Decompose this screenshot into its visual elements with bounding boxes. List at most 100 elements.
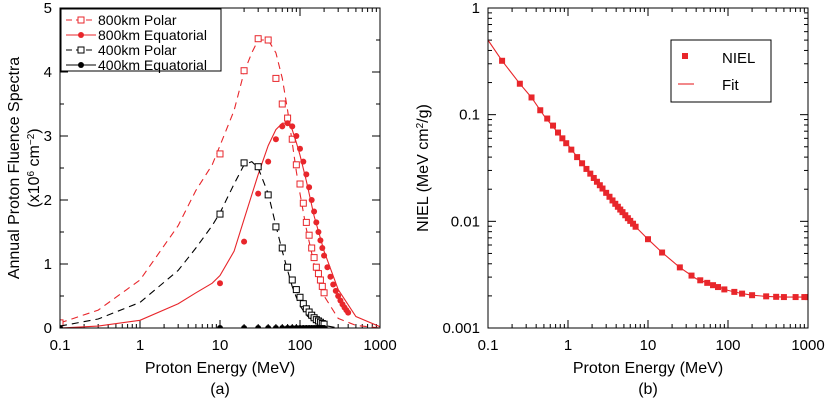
x-tick-label: 10 [640,337,657,354]
plot-frame [59,7,381,329]
data-point [296,293,304,301]
data-point [332,287,339,294]
data-point [60,325,63,328]
data-point [272,223,280,231]
legend-label: 400km Equatorial [98,57,207,73]
data-point [265,325,272,328]
y-tick-label: 0.1 [459,107,480,124]
data-point [217,325,223,328]
y-tick-label: 5 [44,0,52,17]
x-tick-label: 1 [136,337,144,354]
legend-label: Fit [722,77,739,94]
data-point [241,238,248,245]
series-line [488,39,808,298]
x-tick-label: 0.1 [50,337,71,354]
data-point [288,276,296,284]
data-point [306,184,313,191]
panel-a: 0.1 1 10 100 1000 0 1 2 3 4 5 Proton Energy (MeV) (a… [6,0,397,398]
legend-marker [77,16,85,24]
y-label-tail: /g) [415,104,432,123]
x-tick-label: 10 [212,337,229,354]
y-units-close: ) [26,128,43,133]
data-point [300,158,307,165]
data-point [330,281,337,288]
data-point [289,123,296,130]
data-point [293,133,300,139]
series-layer [488,39,808,301]
x-tick-label: 1000 [363,337,396,354]
series-line [60,160,339,328]
legend-label: 800km Equatorial [98,27,207,43]
data-point [312,263,320,271]
legend-marker [78,32,84,38]
y-units-exponent2: −2 [26,133,37,145]
panel-label: (a) [210,381,230,398]
y-units-unit: cm [26,145,43,171]
data-point [278,100,286,108]
data-point [315,229,322,235]
legend-label: 400km Polar [98,42,177,58]
data-point [292,161,300,169]
x-tick-label: 0.1 [478,337,499,354]
data-point [314,270,322,278]
data-point [284,114,292,122]
data-point [320,289,328,297]
data-point [217,280,223,287]
x-tick-label: 100 [715,337,740,354]
x-tick-label: 100 [287,337,312,354]
legend-marker [682,53,688,59]
data-point [240,67,248,75]
y-tick-label: 1 [472,0,480,17]
y-units-exponent: 6 [26,170,37,176]
y-label-exponent: 2 [415,122,426,128]
x-tick-label: 1000 [791,337,824,354]
data-point [216,210,224,218]
data-point [303,171,310,178]
y-tick-label: 4 [44,64,52,81]
data-point [544,115,551,122]
x-axis-label: Proton Energy (MeV) [573,360,723,377]
data-point [317,237,324,244]
data-point [296,180,304,188]
data-point [321,325,328,328]
y-label-text: NIEL (MeV cm [415,128,432,231]
data-point [335,293,342,299]
data-point [279,325,286,328]
legend-box [60,8,222,72]
legend-label: NIEL [722,50,755,67]
data-point [318,282,326,290]
data-point [216,150,224,158]
data-point [272,136,279,143]
data-point [272,74,280,82]
data-point [254,35,262,43]
data-point [550,122,557,129]
legend-marker [77,46,85,54]
legend-box [670,39,772,103]
data-point [255,325,262,328]
legend-marker [78,62,84,68]
data-point [278,244,286,252]
data-point [284,325,291,328]
data-point [272,325,279,328]
data-point [299,199,307,207]
data-point [324,264,331,271]
data-point [264,191,272,199]
data-point [308,197,315,203]
data-point [297,145,303,152]
legend: NIEL Fit [670,39,772,103]
data-point [279,123,286,130]
y-tick-label: 0.01 [451,213,480,230]
data-point [241,325,248,328]
data-point [305,231,313,239]
y-tick-label: 0.001 [442,320,480,337]
y-axis-label-units: (x106 cm−2) [26,128,44,207]
y-axis-label: NIEL (MeV cm2/g) [415,104,433,232]
series-line [60,122,380,328]
legend-label: 800km Polar [98,12,177,28]
data-point [265,158,272,165]
data-point [255,190,262,197]
data-point [321,252,328,259]
data-point [319,245,326,251]
